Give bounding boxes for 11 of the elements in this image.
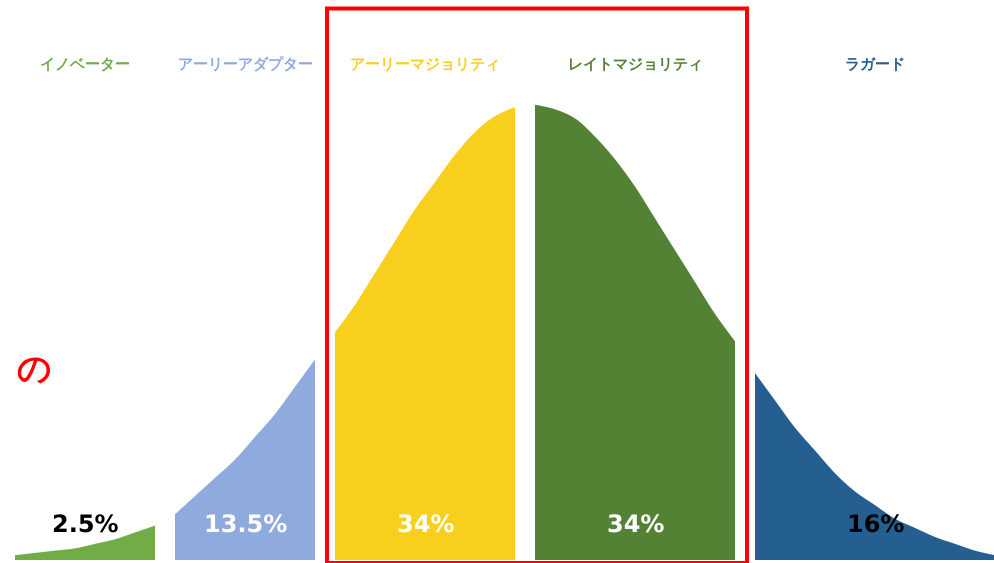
annotation: 2.5% bbox=[52, 510, 119, 538]
annotation: 34% bbox=[397, 510, 454, 538]
annotation: 16% bbox=[847, 510, 904, 538]
text: イノベーター bbox=[40, 55, 130, 73]
text: レイトマジョリティ bbox=[568, 55, 703, 73]
annotation: 34% bbox=[607, 510, 664, 538]
annotation: の bbox=[17, 349, 52, 389]
text: アーリーマジョリティ bbox=[350, 55, 500, 73]
annotation: 13.5% bbox=[204, 510, 288, 538]
text: ラガード bbox=[845, 55, 905, 73]
text: アーリーアダプター bbox=[178, 55, 313, 73]
